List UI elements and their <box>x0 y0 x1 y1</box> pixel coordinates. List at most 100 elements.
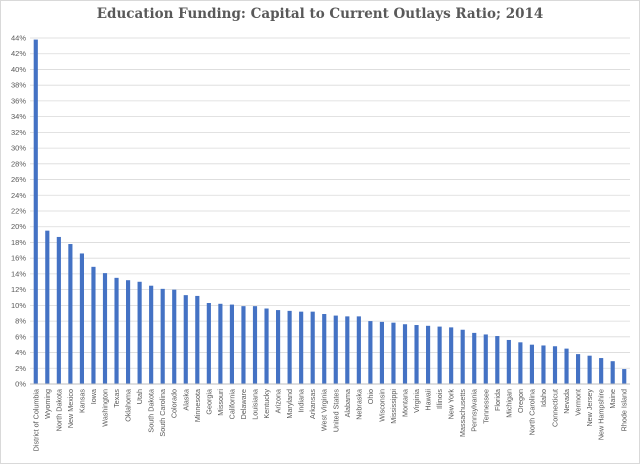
x-tick-label: California <box>227 389 236 419</box>
x-tick-label: Wyoming <box>43 389 52 419</box>
y-tick-label: 32% <box>11 128 26 137</box>
bar <box>541 345 546 384</box>
bar <box>472 332 477 384</box>
x-tick-label: Iowa <box>89 389 98 404</box>
x-tick-label: Maine <box>608 389 617 409</box>
bar <box>160 288 165 384</box>
x-tick-label: Arkansas <box>308 389 317 419</box>
bar <box>506 339 511 384</box>
x-tick-label: Arizona <box>274 389 283 413</box>
bar <box>195 295 200 384</box>
x-tick-label: Massachusetts <box>458 389 467 437</box>
y-tick-label: 10% <box>11 301 26 310</box>
bar <box>322 314 327 384</box>
y-tick-label: 44% <box>11 34 26 43</box>
x-tick-label: Idaho <box>539 389 548 407</box>
y-tick-label: 40% <box>11 65 26 74</box>
y-tick-label: 34% <box>11 112 26 121</box>
x-tick-label: Alaska <box>181 389 190 411</box>
x-tick-label: New Jersey <box>585 389 594 427</box>
x-tick-label: Tennessee <box>481 389 490 424</box>
bar <box>333 315 338 384</box>
bar <box>495 336 500 384</box>
bar <box>45 230 50 384</box>
y-tick-label: 18% <box>11 238 26 247</box>
y-tick-label: 6% <box>15 332 26 341</box>
bar <box>287 310 292 384</box>
y-tick-label: 24% <box>11 191 26 200</box>
bar <box>91 266 96 384</box>
y-tick-label: 14% <box>11 269 26 278</box>
bar <box>437 326 442 384</box>
x-tick-label: Texas <box>112 389 121 408</box>
y-tick-label: 22% <box>11 207 26 216</box>
bar <box>299 311 304 384</box>
bar <box>172 289 177 384</box>
x-tick-label: Connecticut <box>551 389 560 427</box>
x-tick-label: Indiana <box>297 389 306 413</box>
x-tick-label: Mississippi <box>389 389 398 424</box>
x-tick-label: Ohio <box>366 389 375 404</box>
bar <box>218 303 223 384</box>
x-tick-label: Nevada <box>562 389 571 414</box>
bar <box>102 273 108 384</box>
bar <box>622 369 627 384</box>
bar <box>241 306 246 384</box>
bar <box>426 325 431 384</box>
x-tick-label: New Hampshire <box>597 389 606 440</box>
x-tick-label: South Carolina <box>158 389 167 437</box>
y-tick-label: 30% <box>11 144 26 153</box>
x-tick-label: Missouri <box>216 389 225 416</box>
y-tick-label: 2% <box>15 364 26 373</box>
bar <box>449 327 454 384</box>
x-tick-label: United States <box>331 389 340 433</box>
x-tick-label: Washington <box>101 389 110 427</box>
x-tick-label: Delaware <box>239 389 248 419</box>
bar <box>310 311 315 384</box>
bar <box>576 354 581 384</box>
x-tick-label: Vermont <box>574 389 583 416</box>
y-tick-label: 26% <box>11 175 26 184</box>
x-tick-label: Oklahoma <box>124 389 133 422</box>
x-tick-label: Rhode Island <box>620 389 629 431</box>
bar <box>368 321 373 384</box>
bar <box>79 253 84 384</box>
x-tick-label: District of Columbia <box>31 389 40 451</box>
bar <box>564 348 569 384</box>
x-tick-label: Kentucky <box>262 389 271 419</box>
bar <box>529 344 534 384</box>
x-tick-label: Kansas <box>77 389 86 413</box>
bar <box>68 244 73 384</box>
x-tick-label: Minnesota <box>193 389 202 422</box>
y-tick-label: 20% <box>11 222 26 231</box>
y-tick-label: 42% <box>11 49 26 58</box>
y-tick-label: 28% <box>11 159 26 168</box>
bar <box>264 308 269 384</box>
bar <box>414 325 419 384</box>
y-tick-label: 12% <box>11 285 26 294</box>
x-tick-label: North Carolina <box>527 389 536 435</box>
x-tick-label: Virginia <box>412 389 421 413</box>
bar <box>276 310 281 384</box>
x-tick-label: Utah <box>135 389 144 404</box>
x-tick-label: Maryland <box>285 389 294 419</box>
x-tick-label: Montana <box>401 389 410 417</box>
x-tick-label: Alabama <box>343 389 352 417</box>
bar <box>114 277 119 384</box>
x-tick-label: New Mexico <box>66 389 75 428</box>
x-tick-label: Nebraska <box>354 389 363 420</box>
x-tick-label: Florida <box>493 389 502 411</box>
bar <box>149 285 154 384</box>
x-tick-label: South Dakota <box>147 389 156 433</box>
bar <box>587 355 592 384</box>
y-tick-label: 16% <box>11 254 26 263</box>
bar <box>379 321 384 384</box>
bar <box>345 316 350 384</box>
x-tick-label: Pennsylvania <box>470 389 479 432</box>
y-tick-label: 4% <box>15 348 26 357</box>
x-tick-label: Michigan <box>504 389 513 418</box>
x-tick-label: Oregon <box>516 389 525 413</box>
bar <box>126 280 131 384</box>
